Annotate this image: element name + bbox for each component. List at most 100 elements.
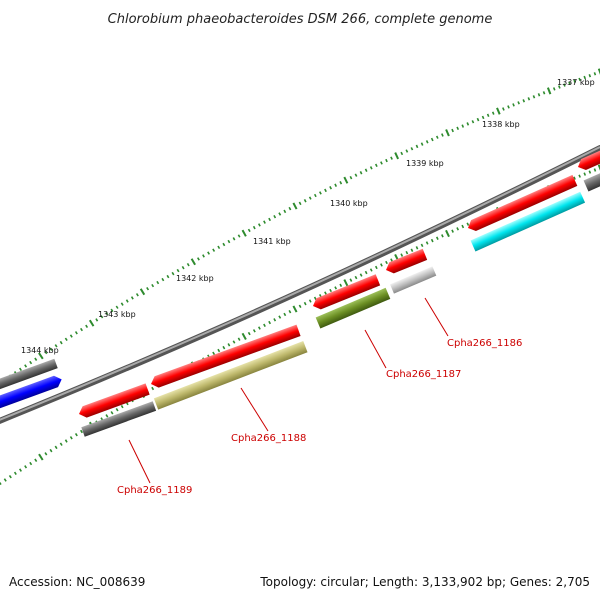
gene-label-cpha266-1186[interactable]: Cpha266_1186 [447,338,522,349]
minor-tick [563,83,566,87]
minor-tick [64,337,68,342]
minor-tick [110,411,114,415]
minor-tick [349,175,353,180]
minor-tick [542,91,546,95]
minor-tick [166,274,170,279]
minor-tick [69,436,73,440]
minor-tick [115,305,119,309]
minor-tick [456,126,460,131]
minor-tick [415,144,419,149]
feature-red-1187-adjacent[interactable] [311,274,381,311]
minor-tick [115,407,119,412]
minor-tick [130,296,134,300]
minor-tick [583,75,587,80]
feature-red-1189-adjacent[interactable] [77,383,150,419]
minor-tick [263,220,266,224]
tick-labels: 1344 kbp 1343 kbp 1342 kbp 1341 kbp 1340… [21,78,595,355]
minor-tick [278,315,282,319]
minor-tick [364,270,368,275]
major-tick [241,229,247,237]
minor-tick [171,271,175,276]
major-tick [343,279,349,287]
minor-tick [329,186,333,190]
minor-tick [400,253,404,257]
feature-red-1186-adjacent[interactable] [384,248,428,276]
minor-tick [573,176,576,180]
major-tick [190,258,196,266]
minor-tick [64,439,68,443]
minor-tick [151,283,155,288]
feature-cpha266-1186[interactable] [390,266,437,294]
map-title: Chlorobium phaeobacteroides DSM 266, com… [108,12,493,27]
tick-label: 1339 kbp [406,159,444,168]
minor-tick [410,248,414,252]
minor-tick [288,310,292,314]
minor-tick [435,236,439,240]
minor-tick [217,348,221,353]
minor-tick [593,72,597,76]
minor-tick [334,183,338,187]
minor-tick [420,243,424,248]
minor-tick [578,77,581,82]
feature-cpha266-1189[interactable] [81,401,157,437]
minor-tick [24,364,28,368]
tick-label: 1338 kbp [482,120,520,129]
feature-red-1337-a[interactable] [466,174,578,234]
minor-tick [339,181,343,185]
minor-tick [537,93,541,97]
minor-tick [410,147,414,151]
minor-tick [273,318,277,322]
minor-tick [532,95,536,99]
feature-cyan-1337[interactable] [470,191,586,252]
feature-cpha266-1187[interactable] [315,287,391,329]
minor-tick [227,239,231,244]
minor-tick [74,331,78,335]
minor-tick [24,465,28,469]
minor-tick [181,266,185,270]
minor-tick [3,478,7,482]
minor-tick [273,215,277,219]
minor-tick [13,471,17,476]
minor-tick [222,242,226,247]
minor-tick [0,481,2,486]
minor-tick [420,142,424,146]
feature-blue-1344[interactable] [0,374,64,410]
minor-tick [252,329,256,333]
major-tick [241,332,247,340]
minor-tick [212,248,216,252]
minor-tick [486,113,490,117]
minor-tick [237,234,241,238]
minor-tick [481,115,485,120]
minor-tick [80,327,83,332]
major-tick [292,202,298,210]
minor-tick [19,468,22,472]
minor-tick [74,432,78,437]
minor-tick [54,344,58,348]
minor-tick [369,166,373,170]
tick-label: 1343 kbp [98,310,136,319]
feature-cpha266-1188[interactable] [153,341,308,410]
minor-tick [568,81,571,85]
minor-tick [400,151,404,156]
minor-tick [430,238,434,243]
minor-tick [583,172,587,176]
feature-red-1188-adjacent[interactable] [149,324,301,390]
minor-tick [156,280,160,285]
minor-tick [502,107,505,111]
minor-tick [59,340,63,345]
gene-label-cpha266-1189[interactable]: Cpha266_1189 [117,485,192,496]
minor-tick [313,193,317,198]
gene-label-cpha266-1188[interactable]: Cpha266_1188 [231,433,306,444]
minor-tick [105,414,109,418]
feature-gray-1337[interactable] [583,168,600,192]
minor-tick [59,442,63,446]
feature-gray-1344[interactable] [0,358,58,391]
gene-label-cpha266-1187[interactable]: Cpha266_1187 [386,369,461,380]
major-tick [394,152,400,160]
minor-tick [217,245,221,249]
minor-tick [339,283,343,287]
minor-tick [257,223,261,227]
feature-red-1337-b[interactable] [576,145,600,172]
minor-tick [390,156,393,160]
minor-tick [466,222,470,226]
